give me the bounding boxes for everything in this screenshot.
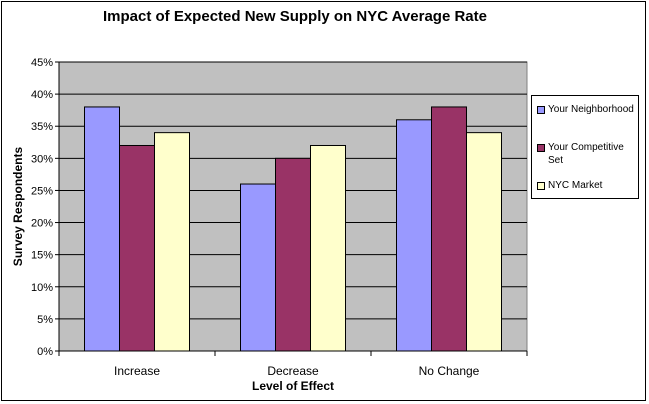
legend-swatch xyxy=(537,106,545,114)
bar-nyc-market-decrease xyxy=(310,144,346,352)
chart-title: Impact of Expected New Supply on NYC Ave… xyxy=(103,8,487,25)
y-axis: 0% 5% 10% 15% 20% 25% 30% 35% 40% 45% xyxy=(31,57,60,358)
bar-your-neighborhood-increase xyxy=(84,106,120,352)
legend-label: Your Neighborhood xyxy=(548,104,634,115)
bar-your-neighborhood-decrease xyxy=(240,183,276,352)
legend: Your Neighborhood Your Competitive Set N… xyxy=(531,95,639,199)
y-tick-label: 5% xyxy=(37,314,53,326)
y-tick-label: 40% xyxy=(31,89,53,101)
legend-swatch xyxy=(537,144,545,152)
bars xyxy=(84,106,502,352)
y-tick-label: 30% xyxy=(31,153,53,165)
bar-your-neighborhood-no-change xyxy=(396,119,432,352)
y-tick-label: 10% xyxy=(31,282,53,294)
y-tick-label: 0% xyxy=(37,346,53,358)
bar-nyc-market-increase xyxy=(154,132,190,352)
x-tick-label: Decrease xyxy=(267,364,319,378)
legend-swatch xyxy=(537,182,545,190)
bar-nyc-market-no-change xyxy=(466,132,502,352)
y-tick-label: 35% xyxy=(31,121,53,133)
legend-label: Your Competitive Set xyxy=(548,142,624,166)
x-tick-label: No Change xyxy=(419,364,480,378)
bar-your-competitive-set-decrease xyxy=(275,157,311,352)
y-axis-label: Survey Respondents xyxy=(11,146,25,266)
y-tick-label: 25% xyxy=(31,185,53,197)
x-axis-label: Level of Effect xyxy=(252,379,334,393)
y-tick-label: 20% xyxy=(31,218,53,230)
x-axis: Increase Decrease No Change xyxy=(58,350,528,378)
legend-label: NYC Market xyxy=(548,180,603,191)
y-tick-label: 45% xyxy=(31,57,53,69)
bar-your-competitive-set-increase xyxy=(119,144,155,352)
bar-your-competitive-set-no-change xyxy=(431,106,467,352)
y-tick-label: 15% xyxy=(31,250,53,262)
x-tick-label: Increase xyxy=(114,364,160,378)
